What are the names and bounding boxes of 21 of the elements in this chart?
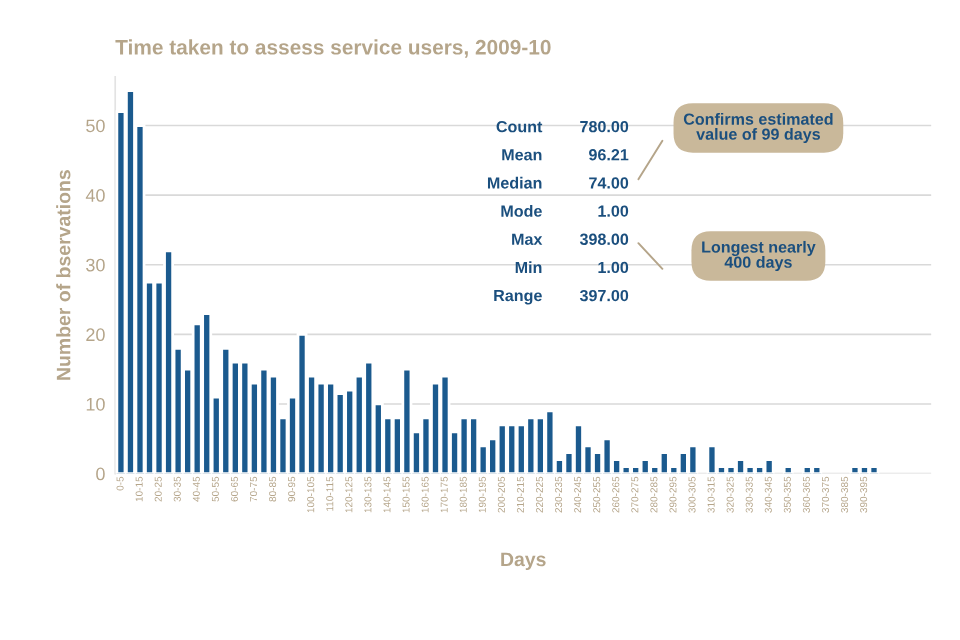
annotation: Longest nearly 400 days: [702, 240, 816, 272]
text: Min 1.00: [515, 261, 629, 274]
text: Median 74.00: [487, 176, 629, 189]
bar: [706, 444, 718, 474]
bar: [849, 465, 861, 474]
bar: [782, 465, 794, 474]
y-tick-label: 50: [86, 119, 105, 133]
x-axis-title: Days: [501, 552, 546, 571]
annotation: Confirms estimated value of 99 days: [683, 112, 833, 144]
chart-title: Time taken to assess service users, 2009-10: [115, 39, 551, 58]
text: Range 397.00: [494, 289, 629, 305]
text: Mode 1.00: [501, 204, 629, 217]
y-tick-label: 40: [85, 189, 105, 202]
y-tick-label: 10: [86, 397, 105, 411]
y-tick-label: 0: [96, 467, 105, 481]
text: Count 780.00: [496, 120, 629, 133]
y-axis-title: Number of bservations: [56, 170, 71, 380]
text: Max 398.00: [512, 233, 629, 245]
y-tick-label: 30: [86, 258, 105, 272]
text: Mean 96.21: [502, 149, 629, 161]
y-tick-label: 20: [86, 328, 105, 342]
